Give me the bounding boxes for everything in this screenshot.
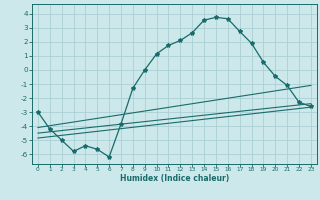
X-axis label: Humidex (Indice chaleur): Humidex (Indice chaleur) [120, 174, 229, 183]
